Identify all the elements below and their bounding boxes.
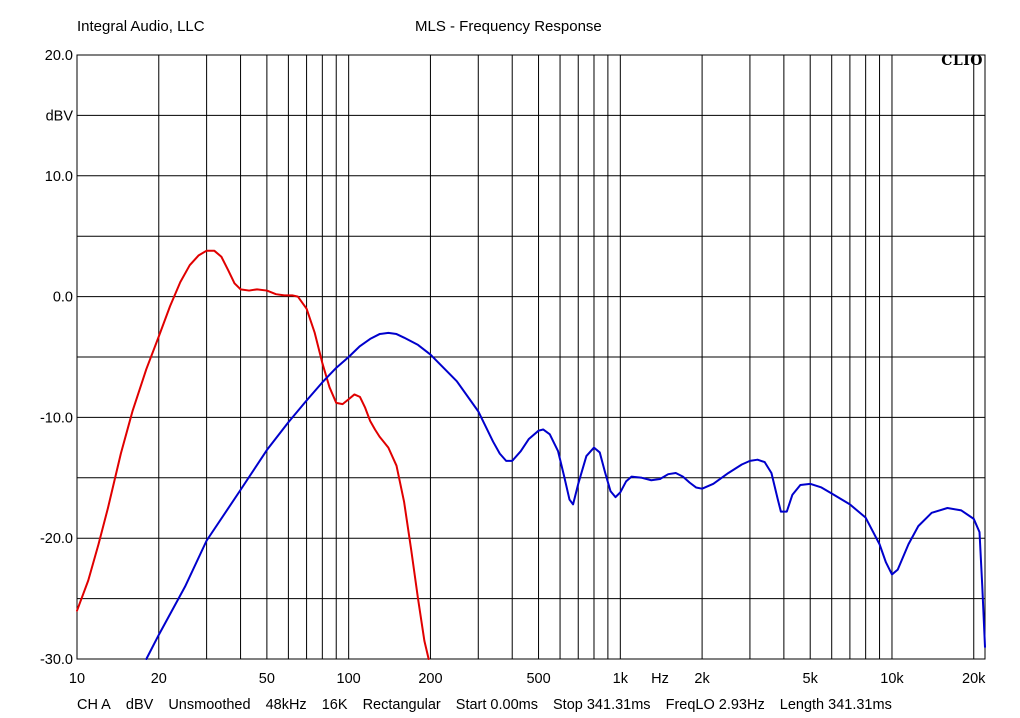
size-label: 16K: [321, 697, 348, 713]
x-tick-label: 2k: [694, 671, 710, 687]
x-tick-label: 50: [259, 671, 275, 687]
smoothing-label: Unsmoothed: [168, 697, 251, 713]
y-tick-label: 0.0: [53, 290, 73, 306]
sample-rate-label: 48kHz: [265, 697, 307, 713]
company-name: Integral Audio, LLC: [77, 18, 205, 35]
y-tick-label: -30.0: [40, 652, 73, 668]
x-tick-labels: 10 20 50 100 200 500 1k Hz 2k 5k 10k 20k: [69, 671, 986, 687]
clio-logo: CLIO: [941, 53, 983, 69]
x-tick-label: 10: [69, 671, 85, 687]
x-tick-label: 20: [151, 671, 167, 687]
stop-label: Stop 341.31ms: [553, 697, 651, 713]
grid-lines: [77, 55, 985, 659]
x-tick-label: Hz: [651, 671, 669, 687]
x-tick-label: 500: [526, 671, 550, 687]
series-line-2: [145, 331, 986, 660]
unit-label: dBV: [125, 697, 154, 713]
start-label: Start 0.00ms: [455, 697, 538, 713]
channel-label: CH A: [77, 697, 111, 713]
x-tick-label: 5k: [803, 671, 819, 687]
series-line-1: [76, 249, 430, 660]
y-tick-labels: 20.0 dBV 10.0 0.0 -10.0 -20.0 -30.0: [40, 48, 73, 668]
x-tick-label: 20k: [962, 671, 986, 687]
x-tick-label: 100: [337, 671, 361, 687]
length-label: Length 341.31ms: [779, 697, 892, 713]
y-tick-label: 10.0: [45, 169, 73, 185]
y-tick-label: 20.0: [45, 48, 73, 64]
chart-title: MLS - Frequency Response: [415, 18, 602, 35]
plot-frame: [76, 54, 986, 660]
x-tick-label: 200: [418, 671, 442, 687]
y-tick-label: -20.0: [40, 531, 73, 547]
freqlo-label: FreqLO 2.93Hz: [665, 697, 765, 713]
y-tick-label: dBV: [46, 108, 74, 124]
series-group: [76, 249, 986, 660]
y-tick-label: -10.0: [40, 410, 73, 426]
x-tick-label: 1k: [613, 671, 629, 687]
window-label: Rectangular: [362, 697, 441, 713]
measurement-settings-bar: CH A dBV Unsmoothed 48kHz 16K Rectangula…: [77, 697, 903, 713]
x-tick-label: 10k: [880, 671, 904, 687]
